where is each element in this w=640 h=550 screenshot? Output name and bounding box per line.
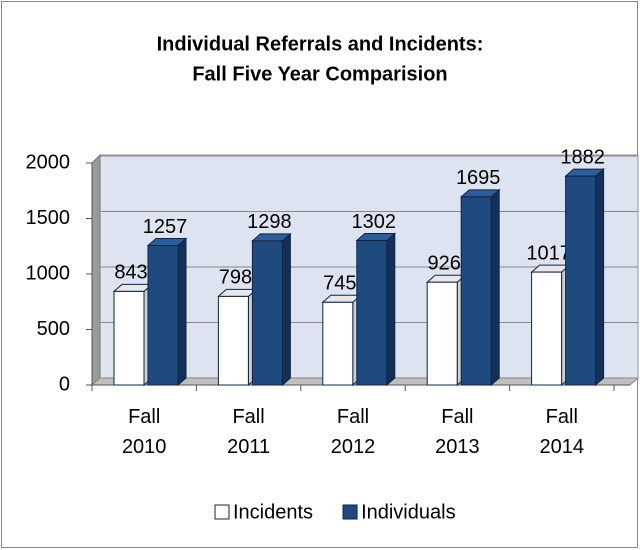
y-tick-label: 0 xyxy=(59,373,70,395)
x-tick-label: Fall 2014 xyxy=(539,406,585,458)
data-label: 1017 xyxy=(526,242,571,264)
bar xyxy=(322,301,354,386)
x-tick-label: Fall 2012 xyxy=(330,406,376,458)
bar xyxy=(113,290,145,386)
bar-side xyxy=(490,188,500,387)
bar xyxy=(217,295,249,386)
bar-side xyxy=(177,237,187,387)
data-label: 1302 xyxy=(352,211,397,233)
data-label: 1298 xyxy=(247,211,292,233)
bar xyxy=(356,239,388,386)
bar-side xyxy=(595,167,605,387)
legend-swatch xyxy=(214,504,230,520)
data-label: 1882 xyxy=(560,146,605,168)
legend-label: Individuals xyxy=(361,501,456,523)
data-label: 1257 xyxy=(143,216,188,238)
bar xyxy=(531,271,563,386)
data-label: 926 xyxy=(428,252,461,274)
chart-title: Fall Five Year Comparision xyxy=(192,63,447,85)
legend-swatch xyxy=(342,504,358,520)
data-label: 798 xyxy=(219,267,252,289)
y-tick-label: 2000 xyxy=(26,151,71,173)
chart-title: Individual Referrals and Incidents: xyxy=(157,33,484,55)
y-tick-label: 1500 xyxy=(26,207,71,229)
x-tick-label: Fall 2011 xyxy=(227,406,271,458)
y-tick-label: 500 xyxy=(37,318,70,340)
data-label: 745 xyxy=(323,273,356,295)
side-wall xyxy=(91,153,101,387)
data-label: 843 xyxy=(114,262,147,284)
bar-side xyxy=(281,232,291,387)
bar-side xyxy=(386,232,396,387)
x-tick-label: Fall 2013 xyxy=(435,406,480,458)
legend-label: Incidents xyxy=(233,501,313,523)
bar xyxy=(565,175,597,386)
data-label: 1695 xyxy=(456,167,501,189)
bar xyxy=(426,281,458,386)
bar xyxy=(147,244,179,386)
x-tick-label: Fall 2010 xyxy=(121,406,167,458)
bar xyxy=(251,240,283,386)
bar xyxy=(460,196,492,386)
y-tick-label: 1000 xyxy=(26,262,71,284)
